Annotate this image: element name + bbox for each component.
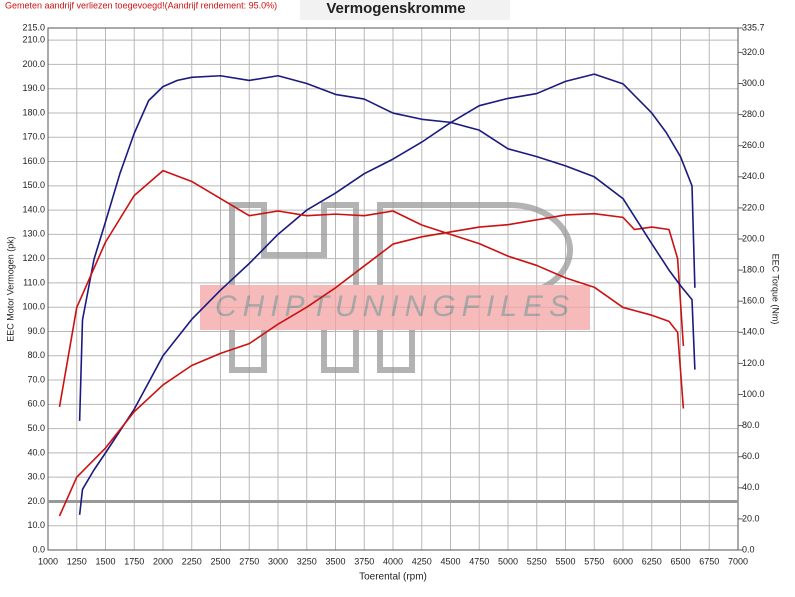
x-tick-label: 4750 [469, 556, 489, 566]
y2-tick-label: 100.0 [742, 389, 765, 399]
x-tick-label: 2250 [182, 556, 202, 566]
y2-tick-label: 60.0 [742, 451, 760, 461]
x-tick-label: 5500 [555, 556, 575, 566]
y-axis-label: EEC Motor Vermogen (pk) [5, 236, 15, 342]
note-text: Gemeten aandrijf verliezen toegevoegd!(A… [5, 0, 277, 10]
x-tick-label: 2500 [210, 556, 230, 566]
y-tick-label: 150.0 [22, 180, 45, 190]
y-tick-label: 30.0 [27, 472, 45, 482]
x-tick-label: 5750 [584, 556, 604, 566]
x-tick-label: 6500 [670, 556, 690, 566]
y-tick-label: 10.0 [27, 520, 45, 530]
title-strip [300, 0, 510, 20]
y-tick-label: 110.0 [23, 277, 45, 287]
y2-tick-label: 40.0 [742, 482, 760, 492]
y2-tick-label: 120.0 [742, 358, 765, 368]
x-tick-label: 4250 [412, 556, 432, 566]
x-tick-label: 5250 [527, 556, 547, 566]
data-line [58, 212, 685, 517]
x-tick-label: 3250 [297, 556, 317, 566]
plot [58, 73, 696, 517]
x-axis-label: Toerental (rpm) [359, 572, 427, 583]
grid: 1000 1250 1500 1750 2000 2250 2500 2750 3000 3250… [22, 22, 764, 566]
chart-title: Vermogenskromme [326, 0, 465, 17]
y-tick-label: 190.0 [22, 83, 45, 93]
y2-axis-label: EEC Torque (Nm) [771, 254, 781, 325]
x-tick-label: 1750 [124, 556, 144, 566]
y2-tick-label: 180.0 [742, 264, 765, 274]
y2-tick-label: 280.0 [742, 109, 765, 119]
y-tick-label: 200.0 [22, 59, 45, 69]
y-tick-label: 170.0 [22, 132, 45, 142]
y2-tick-label: 20.0 [742, 513, 760, 523]
y2-tick-label: 0.0 [742, 544, 755, 554]
y-tick-label: 100.0 [22, 302, 45, 312]
x-tick-label: 6250 [642, 556, 662, 566]
y-tick-label: 140.0 [22, 204, 45, 214]
y2-tick-label: 160.0 [742, 296, 765, 306]
watermark-logo [229, 202, 359, 373]
data-line [78, 73, 696, 515]
x-tick-label: 6000 [613, 556, 633, 566]
x-tick-label: 3750 [354, 556, 374, 566]
x-tick-label: 5000 [498, 556, 518, 566]
x-tick-label: 3000 [268, 556, 288, 566]
watermark-text: CHIPTUNINGFILES [215, 290, 575, 323]
watermark-group: CHIPTUNINGFILES [200, 202, 590, 373]
y-tick-label: 60.0 [27, 399, 45, 409]
x-tick-label: 1500 [95, 556, 115, 566]
y-tick-label: 210.0 [22, 35, 45, 45]
x-tick-label: 2000 [153, 556, 173, 566]
y2-tick-label: 140.0 [742, 327, 765, 337]
y-tick-label: 70.0 [27, 374, 45, 384]
x-tick-label: 6750 [699, 556, 719, 566]
x-tick-label: 2750 [239, 556, 259, 566]
y2-tick-label: 335.7 [742, 22, 765, 32]
x-tick-label: 3500 [325, 556, 345, 566]
y2-tick-label: 220.0 [742, 202, 765, 212]
y-tick-label: 0.0 [32, 544, 45, 554]
data-line [58, 169, 685, 409]
x-tick-label: 7000 [728, 556, 748, 566]
data-line [78, 74, 696, 421]
y-tick-label: 50.0 [27, 423, 45, 433]
y-tick-label: 90.0 [27, 326, 45, 336]
y-tick-label: 180.0 [22, 107, 45, 117]
y2-tick-label: 320.0 [742, 47, 765, 57]
y2-tick-label: 260.0 [742, 140, 765, 150]
y-tick-label: 160.0 [22, 156, 45, 166]
y2-tick-label: 300.0 [742, 78, 765, 88]
y-tick-label: 20.0 [27, 496, 45, 506]
y-tick-label: 120.0 [22, 253, 45, 263]
y2-tick-label: 200.0 [742, 233, 765, 243]
y-tick-label: 80.0 [27, 350, 45, 360]
x-tick-label: 1250 [67, 556, 87, 566]
y-tick-label: 130.0 [22, 229, 45, 239]
y-tick-label: 215.0 [22, 22, 45, 32]
x-tick-label: 4500 [440, 556, 460, 566]
y2-tick-label: 240.0 [742, 171, 765, 181]
y-tick-label: 40.0 [27, 447, 45, 457]
plot-frame [47, 27, 739, 551]
x-tick-label: 1000 [38, 556, 58, 566]
y2-tick-label: 80.0 [742, 420, 760, 430]
x-tick-label: 4000 [383, 556, 403, 566]
watermark-band [200, 285, 590, 330]
